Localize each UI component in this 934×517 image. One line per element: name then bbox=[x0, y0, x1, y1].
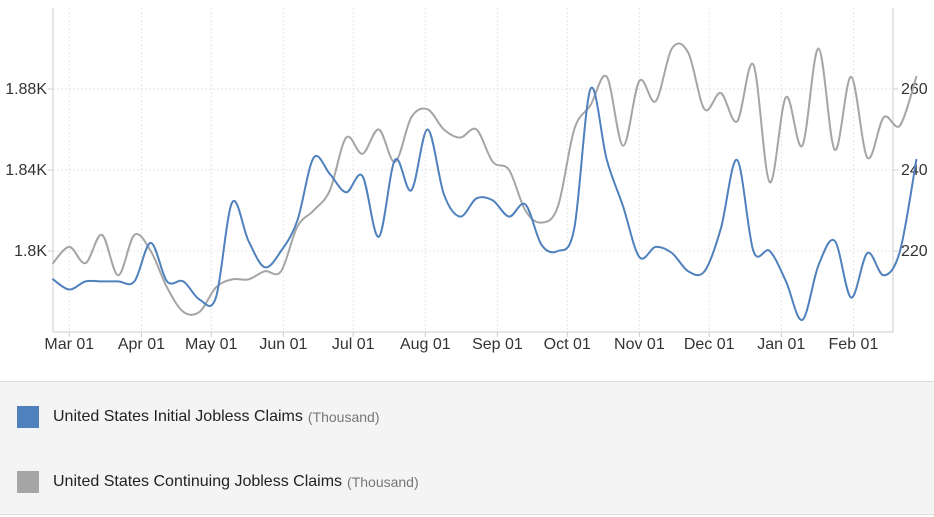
x-tick-label: Mar 01 bbox=[44, 336, 94, 353]
x-tick-label: Jun 01 bbox=[259, 336, 307, 353]
legend-unit-continuing-claims: (Thousand) bbox=[347, 474, 419, 490]
legend-label-initial-claims: United States Initial Jobless Claims bbox=[53, 408, 303, 425]
x-tick-label: Jul 01 bbox=[332, 336, 375, 353]
legend-item-initial-claims[interactable]: United States Initial Jobless Claims (Th… bbox=[17, 405, 379, 429]
x-tick-label: Aug 01 bbox=[400, 336, 451, 353]
x-tick-label: May 01 bbox=[185, 336, 238, 353]
legend-unit-initial-claims: (Thousand) bbox=[307, 409, 380, 425]
x-tick-label: Jan 01 bbox=[757, 336, 805, 353]
legend-item-continuing-claims[interactable]: United States Continuing Jobless Claims … bbox=[17, 470, 419, 494]
x-tick-label: Sep 01 bbox=[472, 336, 523, 353]
y-left-tick-label: 1.84K bbox=[5, 162, 47, 179]
line-chart: Mar 01 Apr 01 May 01 Jun 01 Jul 01 Aug 01 Sep … bbox=[5, 8, 928, 353]
tick-labels: Mar 01 Apr 01 May 01 Jun 01 Jul 01 Aug 01 Sep … bbox=[5, 81, 928, 353]
y-left-tick-label: 1.8K bbox=[14, 243, 47, 260]
series-line-initial-claims[interactable] bbox=[52, 86, 918, 321]
series-line-continuing-claims[interactable] bbox=[52, 42, 918, 316]
legend: United States Initial Jobless Claims (Th… bbox=[0, 381, 934, 515]
y-left-tick-label: 1.88K bbox=[5, 81, 47, 98]
chart-area: Mar 01 Apr 01 May 01 Jun 01 Jul 01 Aug 01 Sep … bbox=[5, 8, 928, 353]
x-tick-label: Apr 01 bbox=[118, 336, 165, 353]
series-lines bbox=[52, 42, 918, 321]
legend-label-continuing-claims: United States Continuing Jobless Claims bbox=[53, 473, 343, 490]
x-tick-label: Feb 01 bbox=[829, 336, 879, 353]
x-tick-label: Oct 01 bbox=[544, 336, 591, 353]
y-right-tick-label: 220 bbox=[901, 243, 928, 260]
legend-swatch-initial-claims bbox=[17, 406, 39, 428]
x-tick-label: Nov 01 bbox=[614, 336, 665, 353]
y-right-tick-label: 260 bbox=[901, 81, 928, 98]
x-tick-label: Dec 01 bbox=[684, 336, 735, 353]
axes bbox=[48, 8, 898, 337]
legend-swatch-continuing-claims bbox=[17, 471, 39, 493]
